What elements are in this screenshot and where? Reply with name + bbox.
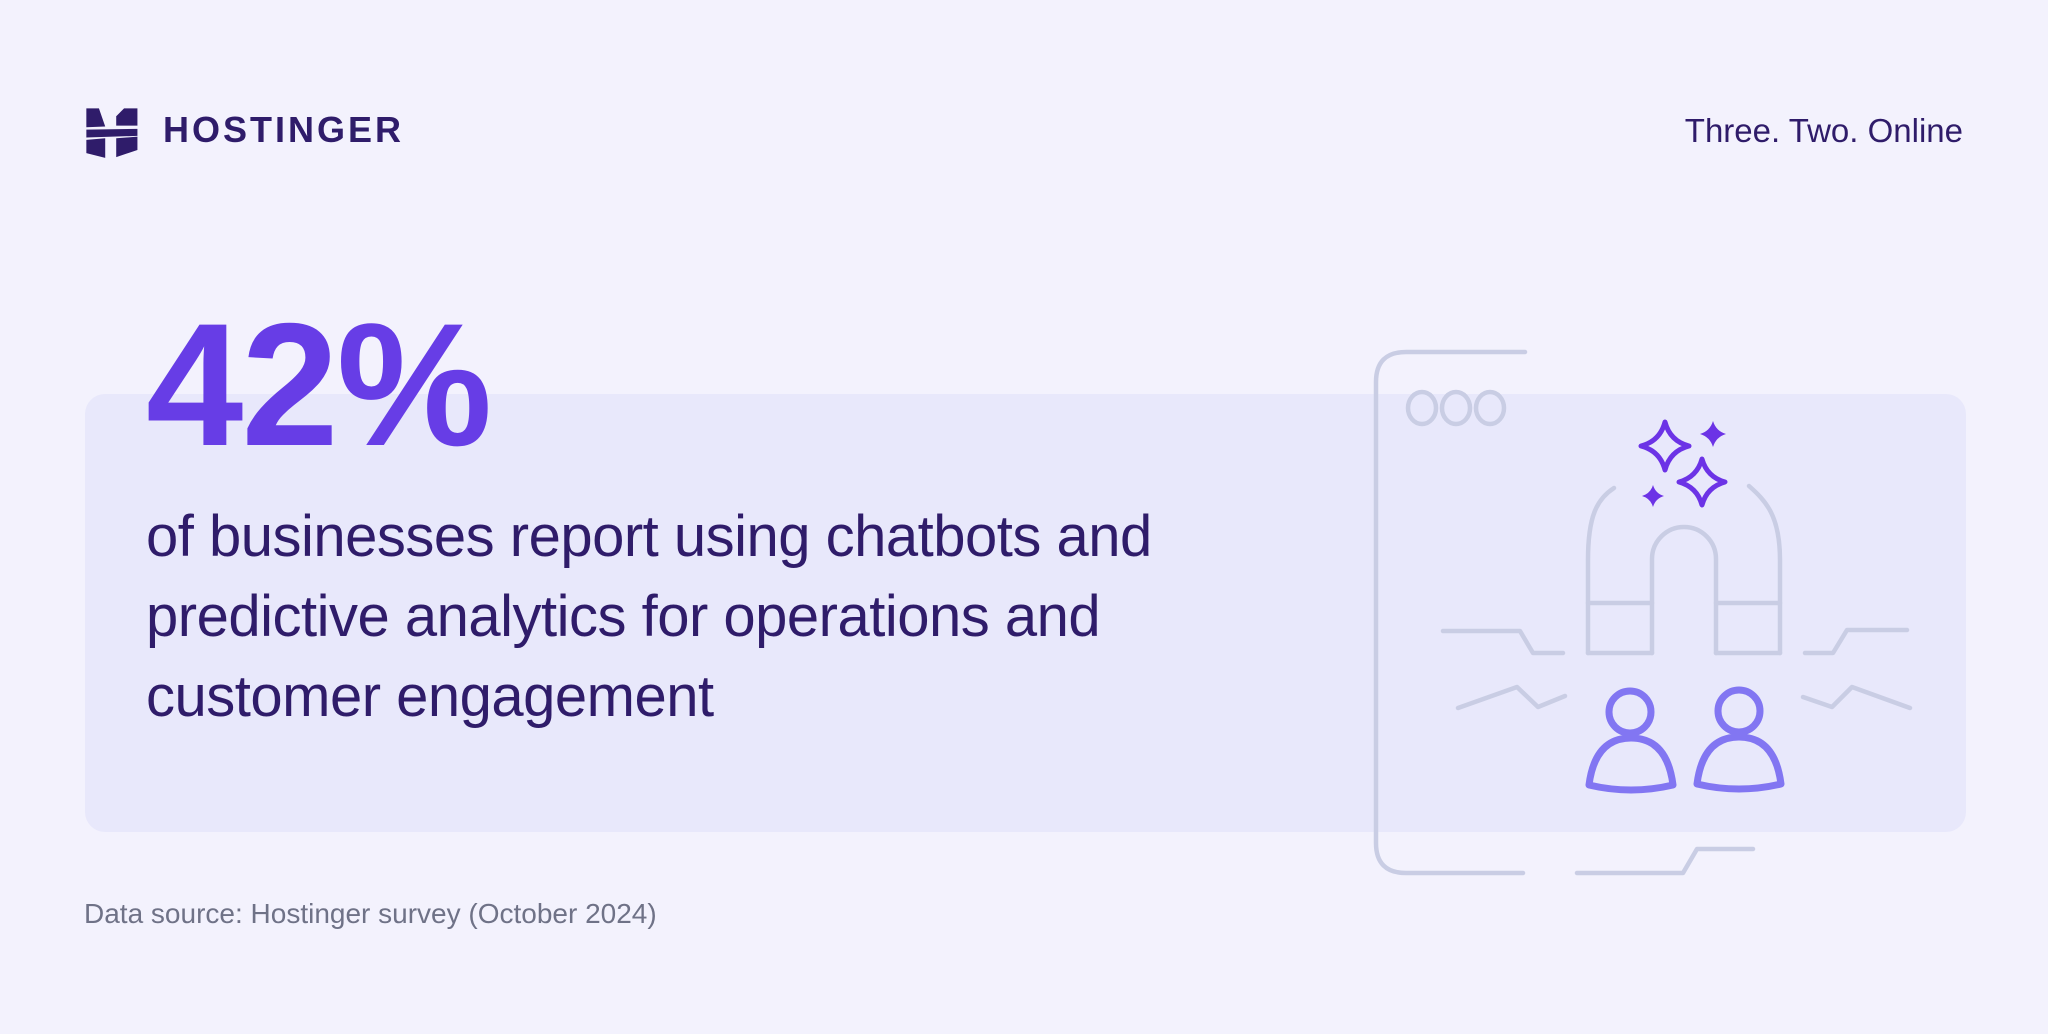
brand-name: HOSTINGER xyxy=(163,109,405,150)
stat-value: 42% xyxy=(146,288,492,483)
stat-description: of businesses report using chatbots and … xyxy=(146,497,1446,737)
sparkles-icon xyxy=(1638,419,1728,508)
browser-window-icon xyxy=(1373,349,1528,876)
data-source-note: Data source: Hostinger survey (October 2… xyxy=(84,898,657,929)
people-icon xyxy=(1585,686,1785,794)
stat-description-line: of businesses report using chatbots and xyxy=(146,504,1152,569)
magnet-icon xyxy=(1585,483,1783,656)
lead-magnet-illustration xyxy=(1373,349,1913,876)
zigzag-lines-icon xyxy=(1440,627,1913,876)
hostinger-logo-icon xyxy=(86,108,138,158)
stat-description-line: customer engagement xyxy=(146,664,714,729)
window-dots-icon xyxy=(1405,389,1507,427)
brand-header: HOSTINGER xyxy=(84,98,404,162)
stat-description-line: predictive analytics for operations and xyxy=(146,584,1101,649)
brand-tagline: Three. Two. Online xyxy=(1684,112,1963,149)
